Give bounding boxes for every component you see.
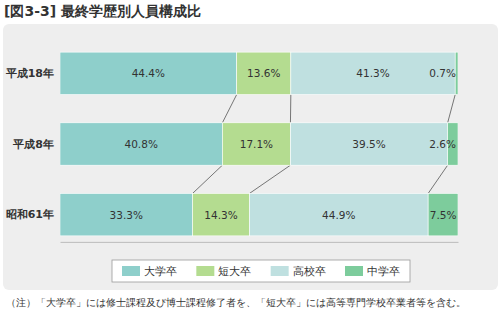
bar-segment bbox=[60, 123, 222, 165]
legend-label: 中学卒 bbox=[367, 265, 400, 277]
legend-label: 短大卒 bbox=[218, 265, 251, 277]
legend-label: 大学卒 bbox=[144, 265, 177, 277]
data-label: 0.7% bbox=[429, 67, 456, 79]
bar-segment bbox=[193, 193, 250, 235]
legend-swatch bbox=[345, 266, 363, 276]
bar-segment bbox=[428, 193, 458, 235]
legend-swatch bbox=[196, 266, 214, 276]
data-label: 33.3% bbox=[110, 209, 143, 221]
bar-segment bbox=[60, 193, 193, 235]
y-tick: 平成8年 bbox=[12, 138, 60, 151]
legend-swatch bbox=[122, 266, 140, 276]
data-label: 44.4% bbox=[132, 67, 165, 79]
connector-line bbox=[448, 95, 456, 123]
x-axis bbox=[61, 242, 459, 243]
category-label: 平成8年 bbox=[12, 138, 54, 151]
legend-swatch bbox=[271, 266, 289, 276]
connector-line bbox=[249, 165, 290, 193]
chart: [図3-3] 最終学歴別人員構成比 44.4% 40.8% 33.3% 13.6% 17.… bbox=[0, 0, 501, 314]
data-label: 41.3% bbox=[356, 67, 389, 79]
title: [図3-3] 最終学歴別人員構成比 bbox=[4, 3, 201, 19]
bar-segment bbox=[237, 52, 291, 94]
y-axis: 平成18年平成8年昭和61年 bbox=[5, 67, 60, 221]
note: （注）「大学卒」には修士課程及び博士課程修了者を、「短大卒」には高等専門学校卒業… bbox=[6, 297, 466, 308]
data-label: 39.5% bbox=[352, 138, 385, 150]
plot-area bbox=[60, 52, 458, 236]
category-label: 平成18年 bbox=[5, 67, 54, 80]
panel bbox=[3, 24, 498, 290]
bar-segment bbox=[222, 123, 290, 165]
data-label: 44.9% bbox=[322, 209, 355, 221]
connector-line bbox=[222, 95, 236, 123]
data-label: 7.5% bbox=[430, 209, 457, 221]
connector-line bbox=[428, 165, 448, 193]
bar-segment bbox=[291, 52, 455, 94]
connector-line bbox=[193, 165, 223, 193]
data-label: 2.6% bbox=[429, 138, 456, 150]
y-tick: 平成18年 bbox=[5, 67, 60, 80]
data-label: 13.6% bbox=[247, 67, 280, 79]
category-label: 昭和61年 bbox=[6, 208, 54, 221]
legend: 大学卒 短大卒 高校卒 中学卒 bbox=[112, 260, 410, 282]
x-axis-line bbox=[61, 242, 459, 243]
legend-box bbox=[112, 260, 410, 282]
data-label: 17.1% bbox=[240, 138, 273, 150]
y-tick: 昭和61年 bbox=[6, 208, 60, 221]
data-label: 40.8% bbox=[125, 138, 158, 150]
connector-line bbox=[290, 95, 291, 123]
bar-segment bbox=[60, 52, 237, 94]
legend-label: 高校卒 bbox=[293, 265, 326, 277]
bar-segment bbox=[249, 193, 428, 235]
bar-segment bbox=[290, 123, 447, 165]
data-label: 14.3% bbox=[204, 209, 237, 221]
